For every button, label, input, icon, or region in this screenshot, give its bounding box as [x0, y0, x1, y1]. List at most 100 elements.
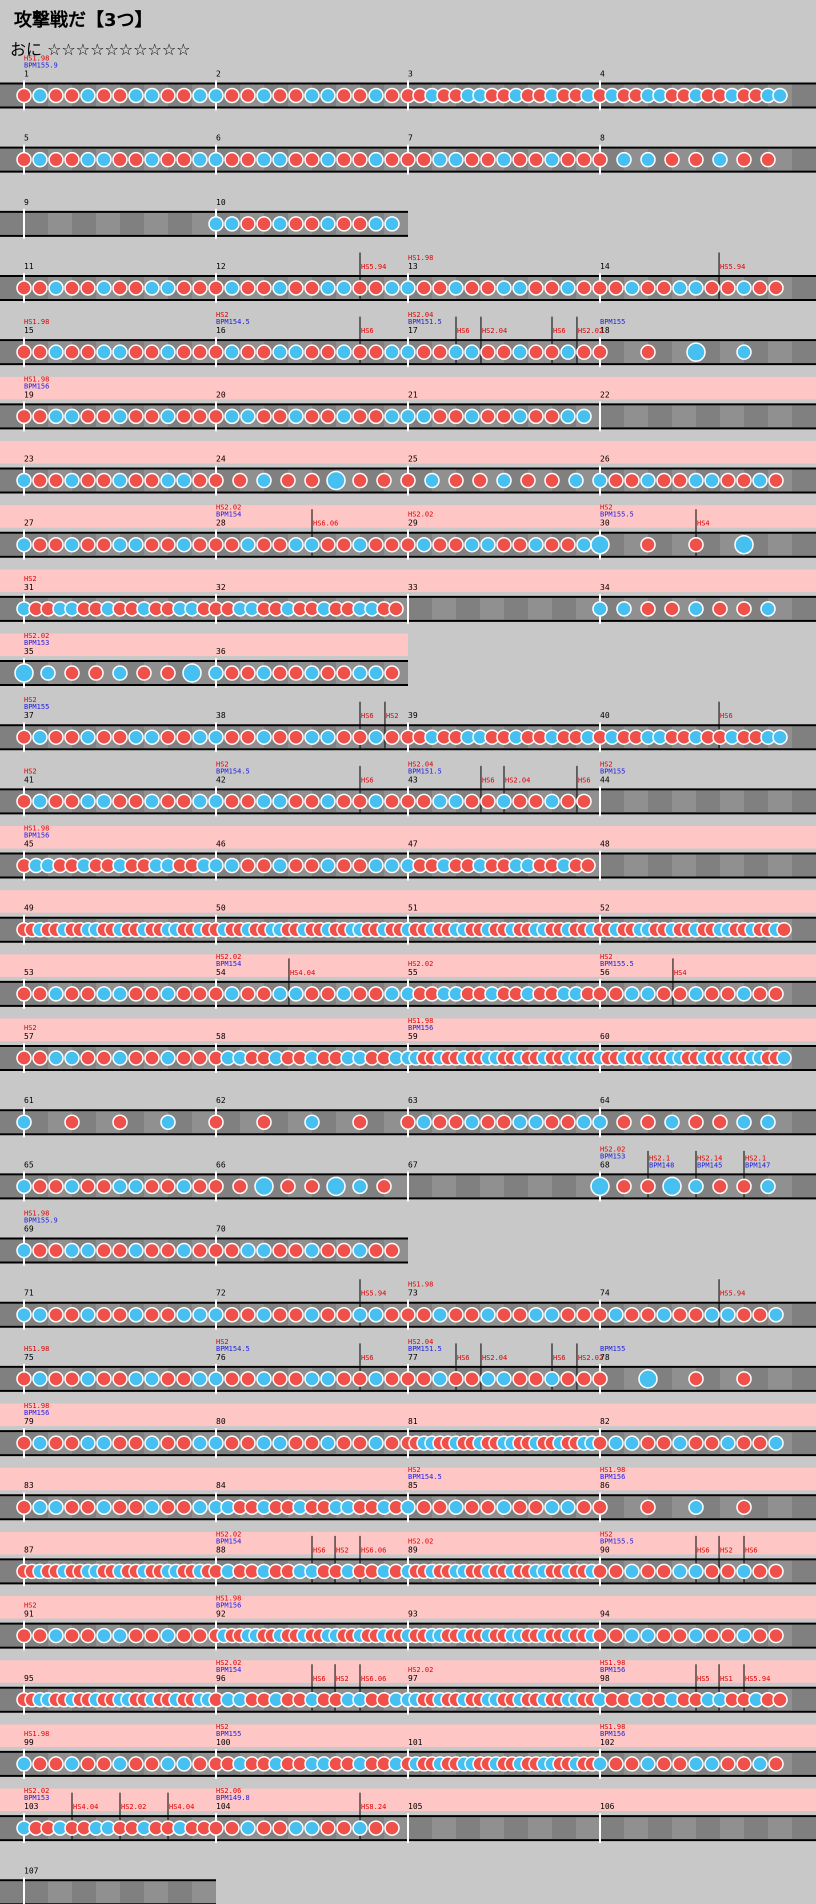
don-note [720, 472, 736, 489]
lane-cell [768, 405, 792, 428]
don-note [384, 729, 400, 745]
ka-note [144, 793, 160, 810]
scroll-label: HS2.02 [408, 1666, 433, 1674]
don-note [240, 216, 256, 232]
ka-note [112, 472, 128, 489]
don-note [592, 344, 608, 360]
don-note [96, 1371, 112, 1387]
don-note [224, 151, 240, 168]
don-note [400, 793, 416, 810]
ka-note [416, 536, 432, 553]
don-note [208, 536, 224, 553]
don-note [480, 151, 496, 168]
ka-note [576, 536, 592, 553]
bar-number: 86 [600, 1481, 610, 1490]
ka-note [48, 280, 64, 296]
don-note [96, 536, 112, 553]
don-note [464, 280, 480, 296]
bar-number: 71 [24, 1289, 34, 1298]
ka-note [256, 729, 272, 745]
ka-note [160, 408, 176, 425]
don-note [528, 1371, 544, 1387]
ka-note [96, 1499, 112, 1515]
scroll-label: HS6 [361, 327, 374, 335]
don-note [576, 344, 592, 360]
don-note [352, 216, 368, 232]
scroll-label: HS1.98 [600, 1659, 625, 1667]
scroll-label: HS2.02 [216, 953, 241, 961]
scroll-label: HS5.94 [361, 1290, 386, 1298]
ka-note [80, 1435, 96, 1451]
don-note [96, 1306, 112, 1323]
bar-number: 85 [408, 1481, 418, 1490]
ka-note [304, 1242, 320, 1259]
don-note [96, 472, 112, 489]
don-note [288, 1435, 304, 1451]
don-note [176, 280, 192, 296]
don-note [624, 1756, 640, 1772]
don-note [288, 1306, 304, 1323]
don-note [736, 1756, 752, 1772]
bar-number: 40 [600, 711, 610, 720]
don-note [768, 472, 784, 489]
ka-note [704, 1756, 720, 1772]
ka-note [160, 280, 176, 296]
ka-note [176, 536, 192, 553]
don-note [304, 151, 320, 168]
ka-note [80, 793, 96, 810]
don-note [80, 1178, 96, 1195]
ka-note [640, 986, 656, 1002]
don-note [192, 472, 208, 489]
ka-note [512, 408, 528, 425]
don-note [64, 151, 80, 168]
don-note [80, 1050, 96, 1066]
don-note [16, 986, 32, 1002]
ka-note [592, 601, 608, 617]
ka-note [544, 151, 560, 168]
don-note [304, 857, 320, 874]
ka-note [384, 344, 400, 360]
scroll-label: HS6 [482, 776, 495, 784]
don-note [232, 1178, 248, 1195]
ka-note [368, 216, 384, 232]
bar-number: 44 [600, 775, 610, 784]
lane-cell [672, 1496, 696, 1519]
don-note [336, 536, 352, 553]
gogo-band [0, 1596, 816, 1619]
scroll-label: HS2 [24, 696, 37, 704]
don-note [616, 1114, 632, 1130]
don-note [320, 1820, 336, 1836]
don-note [256, 536, 272, 553]
ka-note [32, 1435, 48, 1451]
bar-number: 59 [408, 1032, 418, 1041]
scroll-label: HS1.98 [408, 254, 433, 262]
don-note [192, 986, 208, 1002]
don-note [128, 793, 144, 810]
ka-note [192, 1499, 208, 1515]
bar-number: 102 [600, 1738, 615, 1747]
ka-note [776, 1050, 792, 1066]
scroll-label: HS1.98 [216, 1595, 241, 1603]
scroll-label: HS2 [720, 1546, 733, 1554]
don-note [384, 87, 400, 104]
scroll-label: HS2.14 [697, 1154, 722, 1162]
don-note [128, 344, 144, 360]
ka-note [704, 472, 720, 489]
ka-note [662, 1176, 682, 1197]
lane-cell [192, 1881, 216, 1904]
don-note [656, 1435, 672, 1451]
ka-note [720, 1435, 736, 1451]
bpm-label: BPM155 [600, 318, 625, 326]
bar-number: 79 [24, 1417, 34, 1426]
don-note [512, 1499, 528, 1515]
ka-note [624, 1627, 640, 1644]
ka-note [208, 87, 224, 104]
don-note [448, 1114, 464, 1130]
don-note [432, 344, 448, 360]
don-note [256, 280, 272, 296]
ka-note [640, 1627, 656, 1644]
bar-number: 23 [24, 455, 34, 464]
ka-note [128, 1306, 144, 1323]
bar-number: 27 [24, 519, 34, 528]
don-note [368, 1820, 384, 1836]
